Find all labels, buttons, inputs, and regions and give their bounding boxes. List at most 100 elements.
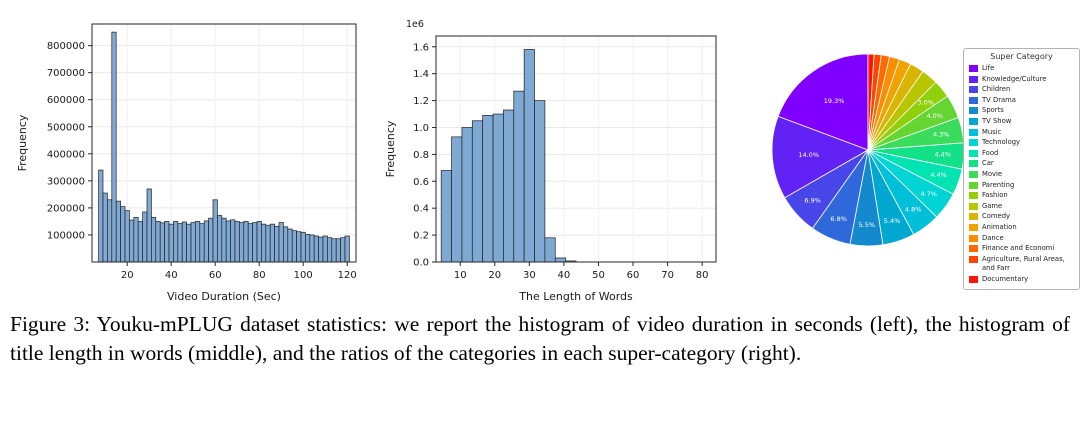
histogram-bar [146,188,152,263]
histogram-bar [186,223,192,263]
histogram-bar [129,219,135,263]
legend-item: Game [969,202,1074,212]
legend-title: Super Category [990,52,1053,61]
pie-slice-label: 4.4% [930,171,947,179]
pie-legend: Super Category Life Knowledge/Culture Chil… [963,48,1080,291]
legend-item-label: Food [982,148,999,157]
histogram-bar [340,237,346,263]
histogram-bar [305,234,311,263]
histogram-bar [471,120,484,263]
histogram-bar [256,221,262,263]
legend-item: Agriculture, Rural Areas, and Farr [969,255,1074,274]
x-tick-label: 80 [696,270,709,281]
histogram-bar [322,235,328,263]
legend-item-label: Animation [982,222,1017,231]
legend-item-label: TV Drama [982,95,1016,104]
legend-item-label: Agriculture, Rural Areas, and Farr [982,254,1065,273]
x-tick-label: 80 [253,270,266,281]
legend-swatch [969,223,978,231]
histogram-bar [492,113,504,263]
legend-item: TV Show [969,117,1074,127]
legend-item: Fashion [969,191,1074,201]
histogram-bar [252,222,258,263]
legend-item: Knowledge/Culture [969,75,1074,85]
legend-item-label: Technology [982,138,1021,147]
legend-item: Technology [969,138,1074,148]
legend-item-label: Music [982,127,1002,136]
histogram-bar [225,220,231,263]
legend-swatch [969,149,978,157]
legend-swatch [969,65,978,72]
legend-item: Car [969,159,1074,169]
legend-item-label: Sports [982,106,1004,115]
histogram-bar [331,238,337,263]
histogram-bar [208,217,214,263]
legend-swatch [969,202,978,210]
y-tick-label: 0.0 [413,258,429,269]
legend-swatch [969,213,978,221]
y-tick-label: 500000 [47,122,85,133]
histogram-bar [534,100,546,263]
histogram-bar [313,235,319,263]
histogram-bar [168,223,174,263]
x-tick-label: 60 [209,270,222,281]
histogram-bar [440,170,452,263]
histogram-bar [309,234,315,263]
histogram-bar [283,226,289,263]
legend-swatch [969,86,978,94]
pie-slice-label: 4.0% [926,112,943,120]
histogram-bar [107,199,113,263]
y-tick-label: 100000 [47,230,85,241]
y-tick-label: 1.6 [413,42,429,53]
x-tick-label: 50 [592,270,605,281]
legend-swatch [969,128,978,136]
legend-swatch [969,245,978,253]
figure-panels: 20 40 60 80 100 120 100000 200000 300000 400000 50… [16,19,1080,303]
pie-slice [867,53,875,151]
figure-3: 20 40 60 80 100 120 100000 200000 300000 400000 50… [10,19,1080,365]
legend-item-label: Car [982,159,994,168]
legend-item: Sports [969,106,1074,116]
histogram-bar [230,219,236,263]
histogram-bar [124,210,130,263]
y-axis-label: Frequency [384,120,397,177]
legend-item-list: Life Knowledge/Culture Children TV Drama Spo… [969,64,1074,284]
legend-item-label: Parenting [982,180,1015,189]
x-tick-label: 30 [523,270,536,281]
legend-item-label: Dance [982,233,1004,242]
legend-swatch [969,107,978,115]
pie-slice-label: 5.4% [884,217,901,225]
histogram-bar [335,238,341,263]
x-tick-label: 40 [165,270,178,281]
legend-swatch [969,160,978,168]
legend-item-label: Children [982,85,1011,94]
histogram-bar [212,199,218,263]
legend-swatch [969,181,978,189]
histogram-bar [287,228,293,263]
histogram-bar [523,49,535,263]
histogram-bar [181,221,187,263]
histogram-bar [300,231,306,263]
histogram-bar [217,215,223,263]
histogram-bar [451,136,463,263]
x-tick-label: 100 [294,270,313,281]
x-tick-label: 120 [338,270,357,281]
title-length-histogram: 10 20 30 40 50 60 70 80 0.0 0.2 0.4 0.6 0.8 1.0 1.2 1.4… [384,19,717,303]
histogram-bar [133,217,139,263]
histogram-bar [261,223,267,263]
histogram-bar [265,224,271,263]
histogram-bar [344,235,350,263]
x-tick-label: 40 [558,270,571,281]
legend-item: Life [969,64,1074,74]
legend-swatch [969,255,978,263]
y-tick-label: 1.0 [413,123,429,134]
histogram-bar [190,222,196,263]
pie-slice-label: 6.8% [830,215,847,223]
histogram-bar [151,217,157,263]
histogram-bar [247,223,253,263]
histogram-bar [159,222,165,263]
legend-swatch [969,75,978,83]
y-tick-label: 1.4 [413,69,429,80]
legend-item-label: Finance and Economi [982,244,1055,253]
pie-slice [771,115,869,199]
